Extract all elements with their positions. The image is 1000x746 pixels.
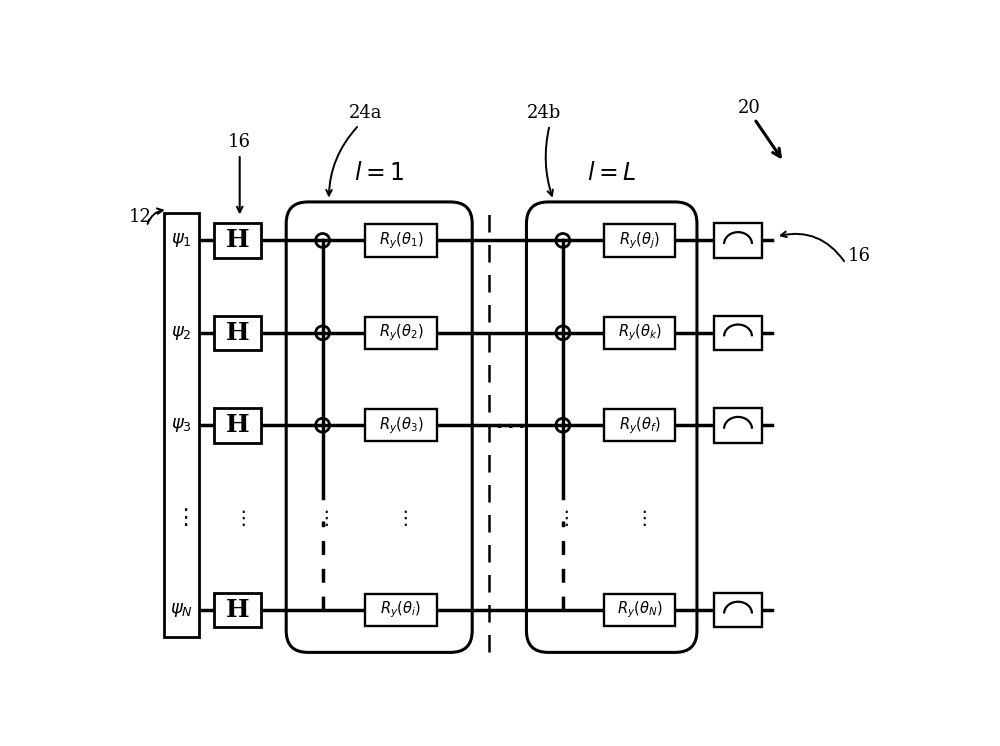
Text: 16: 16 [228, 133, 251, 151]
Bar [714, 223, 762, 258]
Text: $R_y(\theta_k)$: $R_y(\theta_k)$ [618, 322, 662, 343]
Text: $\psi_N$: $\psi_N$ [170, 601, 193, 619]
Text: $R_y(\theta_i)$: $R_y(\theta_i)$ [380, 600, 421, 621]
Bar [214, 408, 261, 442]
Bar [604, 594, 675, 626]
Text: H: H [226, 321, 249, 345]
Text: 20: 20 [737, 99, 760, 117]
Text: $R_y(\theta_3)$: $R_y(\theta_3)$ [379, 415, 423, 436]
Text: $l=L$: $l=L$ [587, 162, 636, 185]
Text: 12: 12 [129, 208, 152, 226]
Text: H: H [226, 228, 249, 252]
Bar [365, 316, 437, 349]
Text: $\psi_3$: $\psi_3$ [171, 416, 192, 434]
Text: $\vdots$: $\vdots$ [174, 507, 188, 529]
Text: $R_y(\theta_f)$: $R_y(\theta_f)$ [619, 415, 660, 436]
Bar [714, 408, 762, 442]
Bar [214, 223, 261, 258]
Text: 16: 16 [848, 247, 871, 265]
Bar [714, 593, 762, 627]
Text: $R_y(\theta_N)$: $R_y(\theta_N)$ [617, 600, 663, 621]
Bar [365, 409, 437, 442]
Text: $l=1$: $l=1$ [354, 162, 404, 185]
Bar [604, 225, 675, 257]
Text: 24a: 24a [349, 104, 382, 122]
Bar [365, 594, 437, 626]
Text: H: H [226, 413, 249, 437]
Text: 24b: 24b [526, 104, 561, 122]
Text: $R_y(\theta_2)$: $R_y(\theta_2)$ [379, 322, 423, 343]
Bar [714, 316, 762, 350]
Text: $\vdots$: $\vdots$ [634, 507, 647, 527]
Text: $\psi_1$: $\psi_1$ [171, 231, 192, 249]
Text: $\vdots$: $\vdots$ [316, 507, 329, 527]
Bar [604, 409, 675, 442]
Text: $\psi_2$: $\psi_2$ [171, 324, 191, 342]
Bar [214, 316, 261, 350]
Bar [164, 213, 199, 637]
Text: $R_y(\theta_j)$: $R_y(\theta_j)$ [619, 230, 660, 251]
Text: $\vdots$: $\vdots$ [556, 507, 569, 527]
Text: $\vdots$: $\vdots$ [395, 507, 408, 527]
Bar [365, 225, 437, 257]
Text: $\cdots$: $\cdots$ [493, 410, 524, 441]
Text: $R_y(\theta_1)$: $R_y(\theta_1)$ [379, 230, 423, 251]
Bar [214, 593, 261, 627]
Bar [604, 316, 675, 349]
Text: $\vdots$: $\vdots$ [233, 507, 246, 527]
Text: H: H [226, 598, 249, 622]
